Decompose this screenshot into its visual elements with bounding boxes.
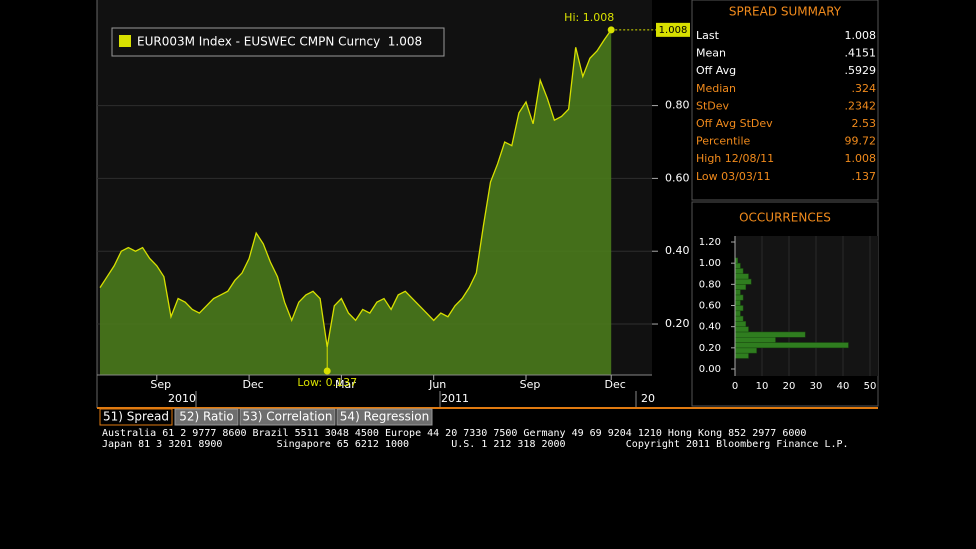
x-tick-label: Dec bbox=[605, 378, 626, 391]
legend-label: EUR003M Index - EUSWEC CMPN Curncy 1.008 bbox=[137, 35, 422, 49]
x-tick-label: Jun bbox=[428, 378, 446, 391]
legend-box bbox=[111, 27, 445, 57]
summary-value: .4151 bbox=[845, 47, 877, 60]
summary-value: .137 bbox=[852, 170, 877, 183]
summary-label: Off Avg bbox=[696, 64, 736, 77]
tab[interactable] bbox=[99, 408, 173, 426]
summary-title: SPREAD SUMMARY bbox=[729, 5, 842, 19]
hist-bar bbox=[734, 347, 757, 354]
summary-value: .2342 bbox=[845, 99, 877, 112]
tab-label[interactable]: 53) Correlation bbox=[243, 410, 333, 424]
summary-label: Median bbox=[696, 82, 736, 95]
hist-bar bbox=[734, 273, 749, 280]
hist-bar bbox=[734, 262, 741, 269]
tab[interactable] bbox=[174, 408, 239, 426]
line bbox=[99, 29, 612, 348]
y-tick-label: 0.40 bbox=[665, 244, 690, 257]
hist-bar bbox=[734, 299, 741, 306]
x-tick-label: 30 bbox=[810, 381, 823, 392]
footer-line: Australia 61 2 9777 8600 Brazil 5511 304… bbox=[102, 428, 806, 439]
y-tick-label: 0.60 bbox=[665, 171, 690, 184]
annotation: Hi: 1.008 bbox=[564, 11, 614, 24]
hist-bar bbox=[734, 352, 749, 359]
y-tick-label: 0.80 bbox=[699, 279, 721, 290]
y-tick-label: 0.80 bbox=[665, 99, 690, 112]
hist-bar bbox=[734, 326, 749, 333]
year-label: 2010 bbox=[168, 392, 196, 405]
x-tick-label: 40 bbox=[837, 381, 850, 392]
hist-bar bbox=[734, 278, 752, 285]
summary-value: 1.008 bbox=[845, 29, 877, 42]
x-tick-label: Dec bbox=[242, 378, 263, 391]
hist-plot bbox=[735, 236, 878, 376]
hist-bar bbox=[734, 305, 744, 312]
tab[interactable] bbox=[336, 408, 433, 426]
footer-line: Japan 81 3 3201 8900 Singapore 65 6212 1… bbox=[102, 439, 849, 450]
hist-bar bbox=[734, 331, 806, 338]
tab-label[interactable]: 52) Ratio bbox=[179, 410, 234, 424]
tab-label[interactable]: 54) Regression bbox=[340, 410, 429, 424]
hist-bar bbox=[734, 268, 744, 275]
hist-bar bbox=[734, 315, 744, 322]
x-tick-label: 20 bbox=[783, 381, 796, 392]
hist-bar bbox=[734, 294, 744, 301]
y-tick-label: 0.00 bbox=[699, 364, 721, 375]
year-label: 2011 bbox=[441, 392, 469, 405]
x-tick-label: Sep bbox=[520, 378, 541, 391]
y-tick-label: 1.00 bbox=[699, 258, 721, 269]
last-box bbox=[656, 22, 690, 37]
summary-label: Percentile bbox=[696, 135, 751, 148]
y-tick-label: 0.60 bbox=[699, 301, 721, 312]
legend-swatch bbox=[119, 35, 131, 47]
tab-label[interactable]: 51) Spread bbox=[103, 410, 169, 424]
x-tick-label: 0 bbox=[732, 381, 738, 392]
last-label: 1.008 bbox=[659, 25, 688, 36]
summary-value: 1.008 bbox=[845, 152, 877, 165]
summary-label: Off Avg StDev bbox=[696, 117, 773, 130]
summary-value: .5929 bbox=[845, 64, 877, 77]
hist-bar bbox=[734, 310, 741, 317]
summary-value: 2.53 bbox=[852, 117, 877, 130]
y-tick-label: 0.40 bbox=[699, 322, 721, 333]
annotation-dot bbox=[323, 367, 331, 375]
summary-panel bbox=[691, 0, 879, 201]
y-tick-label: 1.20 bbox=[699, 237, 721, 248]
summary-value: 99.72 bbox=[845, 135, 877, 148]
area bbox=[100, 29, 612, 375]
summary-value: .324 bbox=[852, 82, 877, 95]
hist-bar bbox=[734, 284, 747, 290]
y-tick-label: 0.20 bbox=[699, 343, 721, 354]
hist-bar bbox=[734, 321, 747, 327]
year-label: 20 bbox=[641, 392, 655, 405]
summary-label: Last bbox=[696, 29, 720, 42]
hist-bar bbox=[734, 337, 776, 343]
y-tick-label: 0.20 bbox=[665, 317, 690, 330]
summary-label: Mean bbox=[696, 47, 726, 60]
tab[interactable] bbox=[239, 408, 336, 426]
x-tick-label: Mar bbox=[335, 378, 356, 391]
hist-bar bbox=[734, 342, 849, 349]
x-tick-label: 50 bbox=[864, 381, 877, 392]
summary-label: StDev bbox=[696, 99, 730, 112]
hist-title: OCCURRENCES bbox=[739, 211, 831, 225]
summary-label: High 12/08/11 bbox=[696, 152, 774, 165]
summary-label: Low 03/03/11 bbox=[696, 170, 771, 183]
x-tick-label: Sep bbox=[150, 378, 171, 391]
annotation: Low: 0.137 bbox=[297, 376, 357, 389]
x-tick-label: 10 bbox=[756, 381, 769, 392]
hist-bar bbox=[734, 289, 741, 296]
